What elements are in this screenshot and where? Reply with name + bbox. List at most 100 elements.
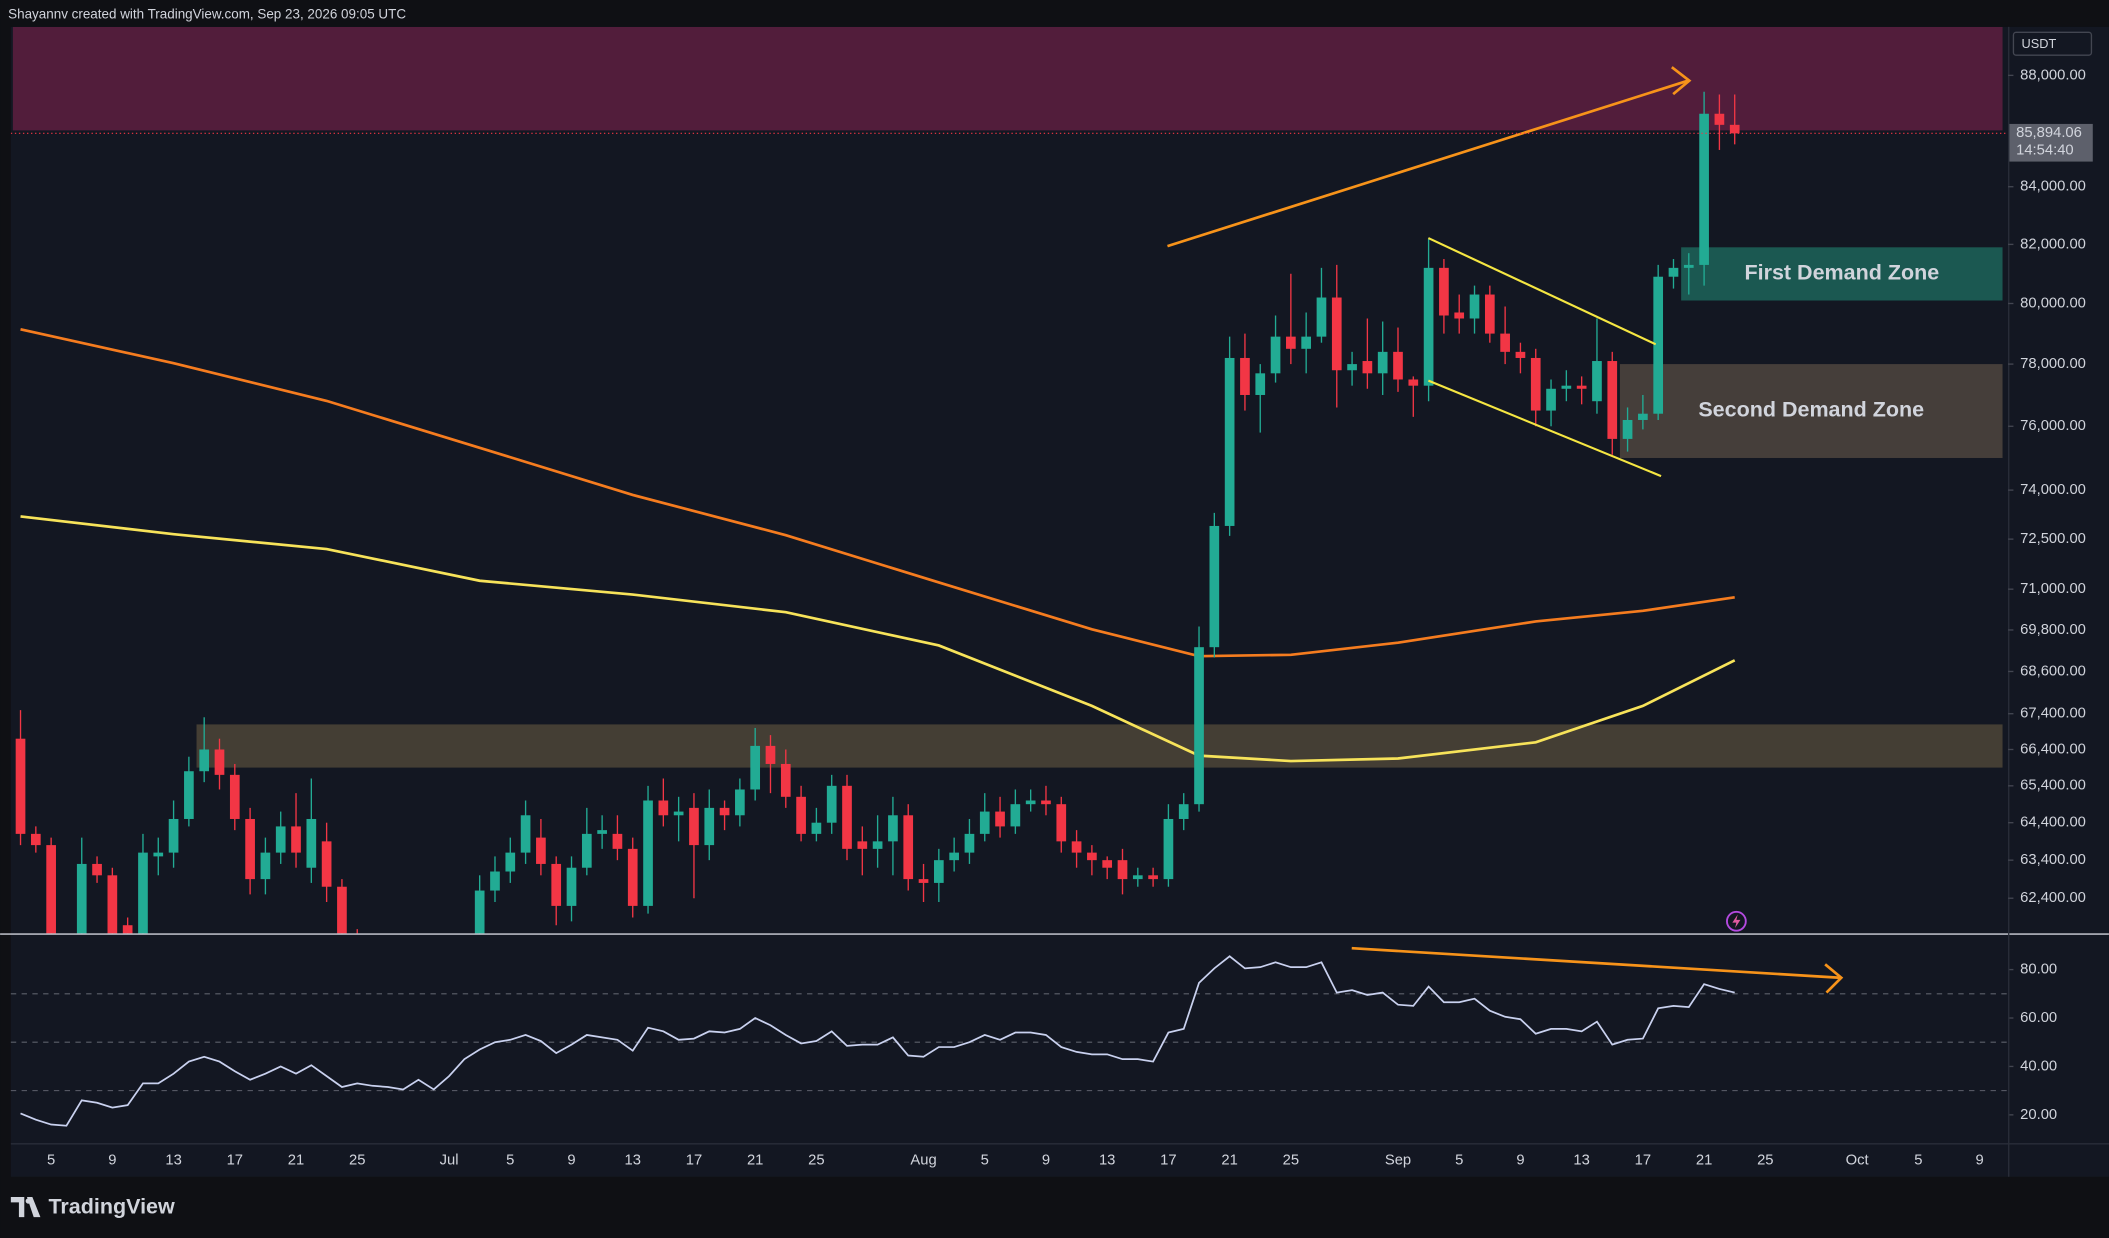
candle-body	[122, 925, 133, 934]
y-tick-label: 65,400.00	[2020, 778, 2086, 794]
logo-dot	[25, 1198, 32, 1204]
x-tick-label: 25	[1283, 1153, 1299, 1169]
candle-body	[719, 807, 730, 816]
x-tick-label: 21	[1696, 1153, 1712, 1169]
zone	[12, 26, 2003, 131]
candle-body	[750, 745, 761, 790]
y-tick-label: 64,400.00	[2020, 815, 2086, 831]
x-tick-label: 9	[1975, 1153, 1983, 1169]
footer-logo	[10, 1196, 41, 1218]
candle-body	[30, 833, 41, 846]
candles	[15, 91, 1740, 934]
candle-body	[1439, 267, 1449, 316]
candle-body	[1102, 860, 1113, 868]
x-tick-label: 9	[567, 1153, 575, 1169]
countdown-label: 14:54:40	[2016, 143, 2074, 159]
candle-body	[627, 848, 638, 906]
alert-icon[interactable]	[1726, 910, 1747, 932]
zone	[1681, 247, 2003, 301]
candle-body	[1393, 351, 1403, 380]
candle-body	[780, 763, 791, 797]
candle-body	[1255, 373, 1266, 395]
candle-body	[1148, 875, 1158, 880]
candle-body	[1362, 361, 1373, 374]
candle-body	[1286, 336, 1296, 349]
candle-body	[826, 785, 837, 823]
moving-average	[20, 328, 1735, 658]
candle-body	[903, 815, 914, 880]
candle-body	[1668, 267, 1679, 277]
moving-averages	[20, 328, 1736, 763]
zone	[196, 724, 2003, 768]
candle-body	[995, 811, 1005, 827]
candle-body	[1240, 357, 1250, 395]
candle-body	[872, 841, 883, 849]
candle-body	[1714, 113, 1725, 125]
currency-box[interactable]	[2012, 31, 2093, 56]
candle-body	[214, 749, 225, 775]
candle-body	[76, 863, 87, 934]
zone-labels: Second Demand Zone First Demand Zone	[1698, 261, 1939, 422]
candle-body	[704, 807, 715, 846]
candle-body	[1515, 351, 1526, 358]
candle-body	[168, 818, 179, 853]
candle-body	[1592, 361, 1602, 402]
candle-body	[1484, 294, 1495, 334]
candle-body	[964, 833, 975, 853]
drawings	[1167, 66, 1747, 932]
x-tick-label: 17	[227, 1153, 243, 1169]
alert-bolt	[1732, 914, 1741, 928]
rsi-arrow	[1351, 946, 1841, 980]
candle-body	[673, 811, 684, 816]
candle-body	[1010, 804, 1021, 827]
x-tick-label: 25	[1757, 1153, 1773, 1169]
x-tick-label: 13	[165, 1153, 181, 1169]
candle-body	[260, 852, 271, 880]
candle-body	[1546, 388, 1556, 411]
price-label-box	[2009, 123, 2093, 162]
rsi-tick-label: 80.00	[2020, 961, 2057, 977]
x-tick-label: 21	[747, 1153, 763, 1169]
candle-body	[107, 875, 118, 934]
y-tick-label: 71,000.00	[2020, 581, 2086, 597]
candle-body	[612, 833, 623, 849]
candle-body	[811, 822, 822, 834]
y-tick-label: 78,000.00	[2020, 356, 2086, 372]
candle-body	[46, 845, 56, 934]
x-tick-label: 5	[981, 1153, 989, 1169]
candle-body	[1683, 264, 1694, 268]
x-tick-label: 9	[1516, 1153, 1524, 1169]
candle-body	[918, 879, 929, 883]
x-tick-label: 9	[1042, 1153, 1050, 1169]
candle-body	[735, 789, 745, 816]
candle-body	[1561, 385, 1572, 389]
candle-body	[581, 833, 592, 868]
y-tick-label: 84,000.00	[2020, 179, 2086, 195]
candle-body	[520, 815, 531, 853]
y-tick-label: 80,000.00	[2020, 295, 2086, 311]
rsi-tick-label: 40.00	[2020, 1058, 2057, 1074]
candle-body	[566, 867, 577, 906]
footer-brand: TradingView	[48, 1194, 175, 1218]
y-tick-label: 72,500.00	[2020, 531, 2086, 547]
zones	[12, 26, 2003, 768]
candle-body	[275, 826, 286, 853]
axes: 62,400.00 63,400.00 64,400.00 65,400.00 66,4…	[10, 67, 2093, 1169]
x-tick-label: 5	[47, 1153, 55, 1169]
rsi-line	[20, 955, 1735, 1127]
candle-body	[92, 863, 102, 876]
candle-body	[337, 886, 347, 934]
candle-body	[643, 800, 653, 906]
candle-body	[551, 863, 562, 906]
moving-average	[20, 515, 1736, 763]
candle-body	[1316, 297, 1327, 337]
x-tick-label: 25	[808, 1153, 824, 1169]
candle-body	[15, 738, 26, 834]
candle-body	[1638, 413, 1648, 420]
candle-body	[1469, 294, 1480, 319]
zone-label: First Demand Zone	[1744, 261, 1939, 285]
candle-body	[1699, 113, 1709, 265]
x-tick-label: Jul	[440, 1153, 459, 1169]
x-tick-label: 5	[1914, 1153, 1922, 1169]
x-tick-label: 17	[1635, 1153, 1651, 1169]
